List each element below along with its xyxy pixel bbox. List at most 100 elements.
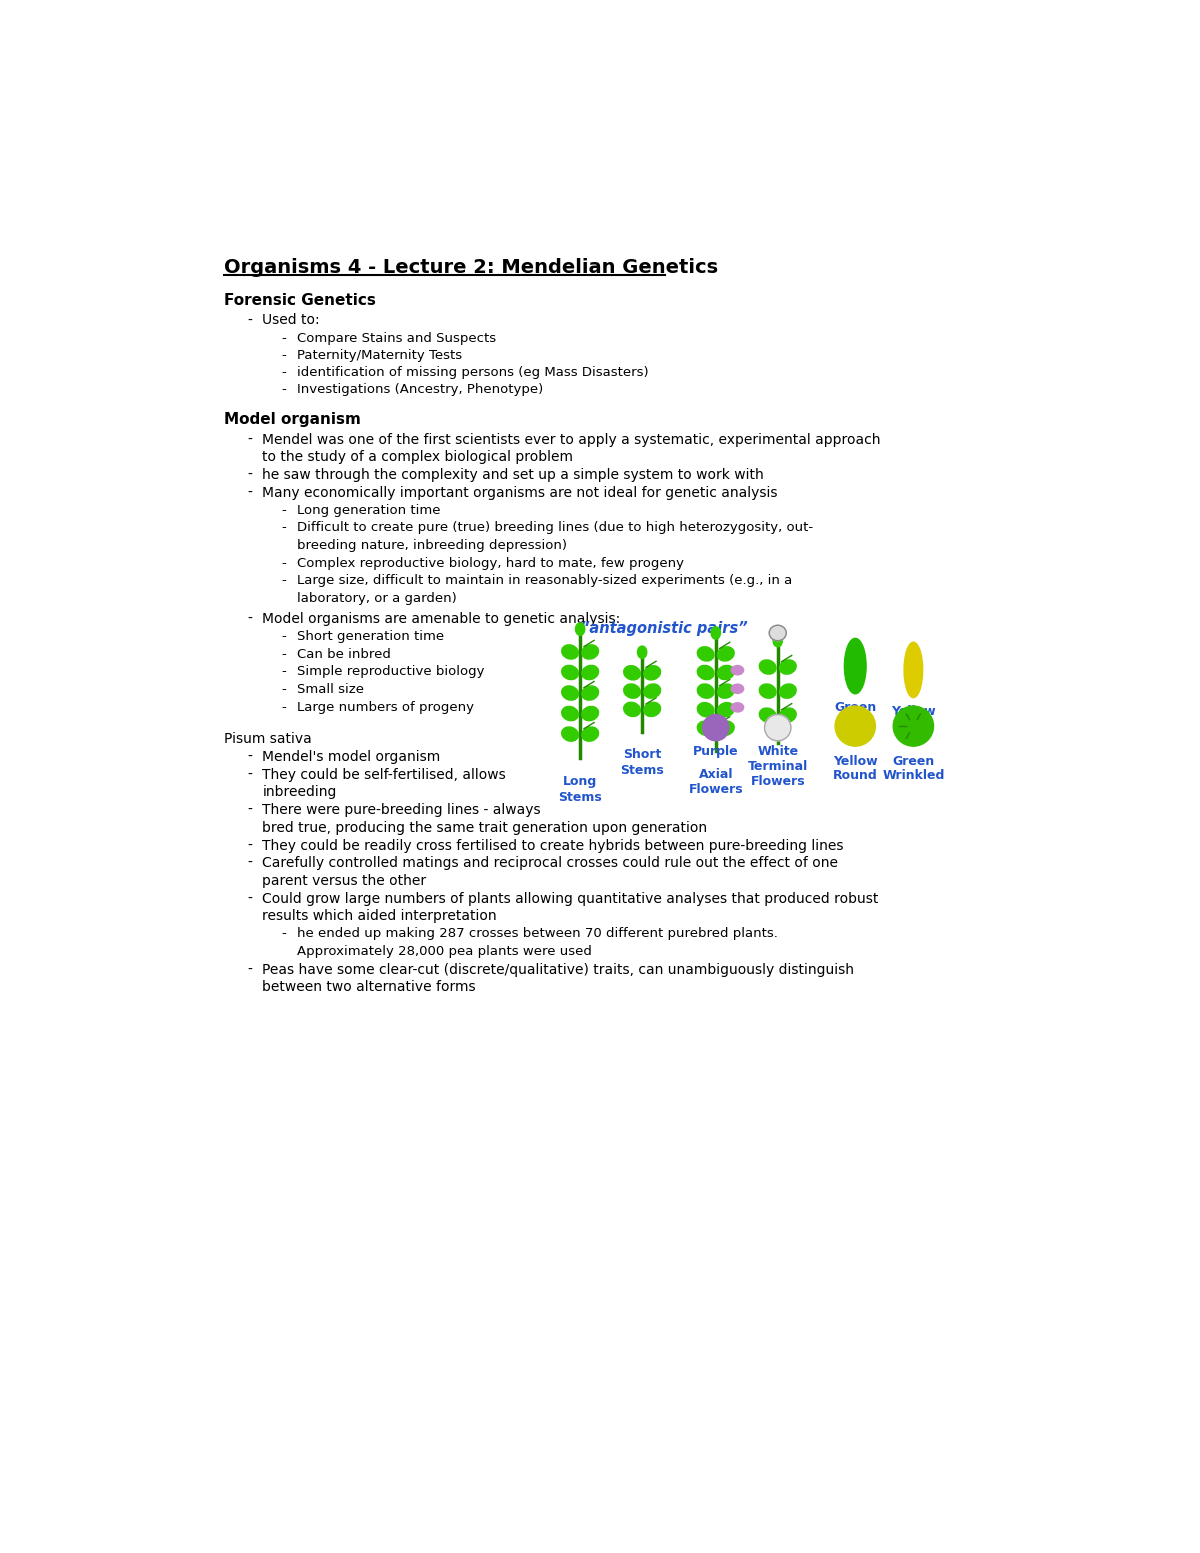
Text: Round: Round [833, 769, 877, 783]
Text: Model organism: Model organism [223, 412, 360, 427]
Text: Terminal: Terminal [748, 759, 808, 773]
Text: Simple reproductive biology: Simple reproductive biology [298, 665, 485, 679]
Text: -: - [282, 927, 287, 940]
Circle shape [893, 707, 934, 745]
Text: Large size, difficult to maintain in reasonably-sized experiments (e.g., in a: Large size, difficult to maintain in rea… [298, 575, 792, 587]
Text: -: - [247, 963, 252, 977]
Ellipse shape [697, 646, 714, 662]
Text: Flowers: Flowers [750, 775, 805, 789]
Ellipse shape [731, 685, 744, 693]
Text: -: - [282, 382, 287, 396]
Text: Stems: Stems [558, 790, 602, 804]
Text: Forensic Genetics: Forensic Genetics [223, 292, 376, 307]
Text: inbreeding: inbreeding [263, 786, 337, 800]
Ellipse shape [731, 666, 744, 676]
Ellipse shape [637, 646, 647, 658]
Ellipse shape [718, 702, 734, 717]
Ellipse shape [624, 683, 641, 699]
Text: Complex reproductive biology, hard to mate, few progeny: Complex reproductive biology, hard to ma… [298, 556, 684, 570]
Text: Could grow large numbers of plants allowing quantitative analyses that produced : Could grow large numbers of plants allow… [263, 891, 878, 905]
Text: identification of missing persons (eg Mass Disasters): identification of missing persons (eg Ma… [298, 367, 649, 379]
Text: Mendel was one of the first scientists ever to apply a systematic, experimental : Mendel was one of the first scientists e… [263, 433, 881, 447]
Text: -: - [282, 367, 287, 379]
Text: Pisum sativa: Pisum sativa [223, 731, 311, 745]
Text: They could be self-fertilised, allows: They could be self-fertilised, allows [263, 767, 506, 781]
Ellipse shape [562, 707, 578, 721]
Ellipse shape [582, 707, 599, 721]
Text: -: - [247, 767, 252, 781]
Text: -: - [247, 314, 252, 328]
Text: Mendel's model organism: Mendel's model organism [263, 750, 440, 764]
Ellipse shape [718, 646, 734, 662]
Text: Long: Long [563, 775, 598, 789]
Text: -: - [247, 803, 252, 817]
Ellipse shape [773, 635, 782, 646]
Text: Yellow: Yellow [892, 705, 936, 717]
Text: -: - [247, 433, 252, 447]
Text: between two alternative forms: between two alternative forms [263, 980, 476, 994]
Text: to the study of a complex biological problem: to the study of a complex biological pro… [263, 450, 574, 464]
Text: Paternity/Maternity Tests: Paternity/Maternity Tests [298, 349, 462, 362]
Text: -: - [247, 839, 252, 853]
Text: Green: Green [893, 755, 935, 767]
Ellipse shape [760, 708, 776, 722]
Text: Flowers: Flowers [689, 783, 743, 797]
Text: -: - [282, 648, 287, 660]
Ellipse shape [697, 683, 714, 699]
Ellipse shape [562, 686, 578, 700]
Text: laboratory, or a garden): laboratory, or a garden) [298, 592, 457, 606]
Text: -: - [247, 750, 252, 764]
Text: “antagonistic pairs”: “antagonistic pairs” [580, 621, 748, 637]
Text: -: - [282, 503, 287, 517]
Text: Compare Stains and Suspects: Compare Stains and Suspects [298, 332, 497, 345]
Text: Wrinkled: Wrinkled [882, 769, 944, 783]
Ellipse shape [582, 665, 599, 680]
Ellipse shape [780, 660, 796, 674]
Ellipse shape [644, 683, 660, 699]
Text: They could be readily cross fertilised to create hybrids between pure-breeding l: They could be readily cross fertilised t… [263, 839, 844, 853]
Text: Model organisms are amenable to genetic analysis:: Model organisms are amenable to genetic … [263, 612, 620, 626]
Text: he ended up making 287 crosses between 70 different purebred plants.: he ended up making 287 crosses between 7… [298, 927, 778, 940]
Text: Difficult to create pure (true) breeding lines (due to high heterozygosity, out-: Difficult to create pure (true) breeding… [298, 522, 814, 534]
Ellipse shape [764, 714, 791, 741]
Ellipse shape [644, 702, 660, 716]
Text: -: - [282, 522, 287, 534]
Ellipse shape [562, 727, 578, 741]
Text: bred true, producing the same trait generation upon generation: bred true, producing the same trait gene… [263, 822, 708, 836]
Text: Purple: Purple [692, 744, 738, 758]
Text: Axial: Axial [698, 767, 733, 781]
Text: Short: Short [623, 749, 661, 761]
Ellipse shape [702, 714, 728, 741]
Text: Investigations (Ancestry, Phenotype): Investigations (Ancestry, Phenotype) [298, 382, 544, 396]
Text: breeding nature, inbreeding depression): breeding nature, inbreeding depression) [298, 539, 568, 551]
Ellipse shape [582, 644, 599, 658]
Ellipse shape [760, 660, 776, 674]
Text: Green: Green [834, 700, 876, 714]
Ellipse shape [712, 627, 720, 640]
Ellipse shape [644, 666, 660, 680]
Text: Can be inbred: Can be inbred [298, 648, 391, 660]
Text: Used to:: Used to: [263, 314, 320, 328]
Ellipse shape [780, 708, 796, 722]
Text: White: White [757, 744, 798, 758]
Ellipse shape [718, 721, 734, 736]
Text: Short generation time: Short generation time [298, 631, 444, 643]
Ellipse shape [624, 702, 641, 716]
Text: Large numbers of progeny: Large numbers of progeny [298, 700, 474, 714]
Text: Yellow: Yellow [833, 755, 877, 767]
Ellipse shape [845, 638, 866, 694]
Text: parent versus the other: parent versus the other [263, 874, 426, 888]
Ellipse shape [582, 727, 599, 741]
Text: -: - [282, 556, 287, 570]
Ellipse shape [731, 704, 744, 711]
Text: -: - [282, 332, 287, 345]
Text: Small size: Small size [298, 683, 365, 696]
Text: Stems: Stems [620, 764, 664, 776]
Text: -: - [247, 612, 252, 626]
Ellipse shape [718, 683, 734, 699]
Ellipse shape [904, 643, 923, 697]
Text: -: - [282, 575, 287, 587]
Ellipse shape [562, 665, 578, 680]
Ellipse shape [697, 665, 714, 680]
Text: -: - [247, 856, 252, 870]
